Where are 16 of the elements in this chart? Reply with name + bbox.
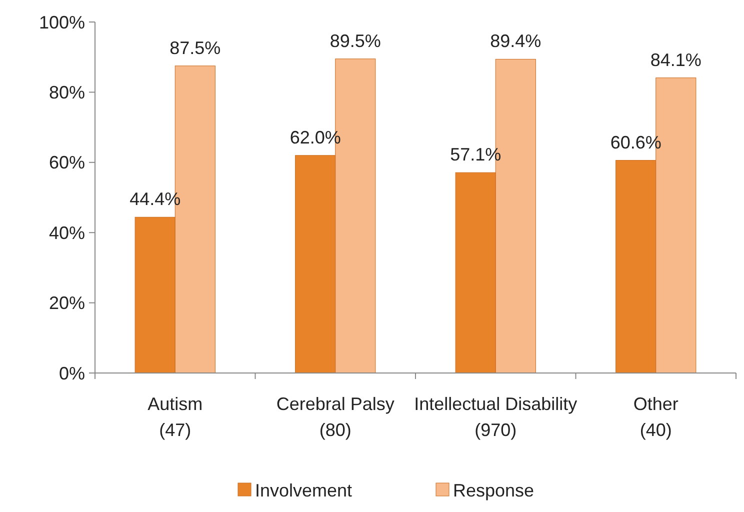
x-tick-label: Cerebral Palsy (80) xyxy=(276,394,394,440)
data-label: 84.1% xyxy=(650,50,702,70)
x-tick-label: Other (40) xyxy=(633,394,678,440)
data-label: 89.4% xyxy=(490,31,542,52)
y-tick-label: 60% xyxy=(48,152,85,173)
data-label: 89.5% xyxy=(330,30,381,51)
legend-label: Response xyxy=(453,480,534,500)
y-tick-label: 40% xyxy=(48,222,85,243)
y-tick-label: 0% xyxy=(58,363,85,384)
data-label: 87.5% xyxy=(170,38,221,58)
y-tick-label: 80% xyxy=(48,82,85,102)
y-tick-label: 20% xyxy=(48,293,85,314)
legend-label: Involvement xyxy=(255,480,352,500)
x-tick-label: Autism (47) xyxy=(148,394,203,440)
x-tick-label: Intellectual Disability (970) xyxy=(414,394,578,440)
y-tick-label: 100% xyxy=(38,12,85,32)
